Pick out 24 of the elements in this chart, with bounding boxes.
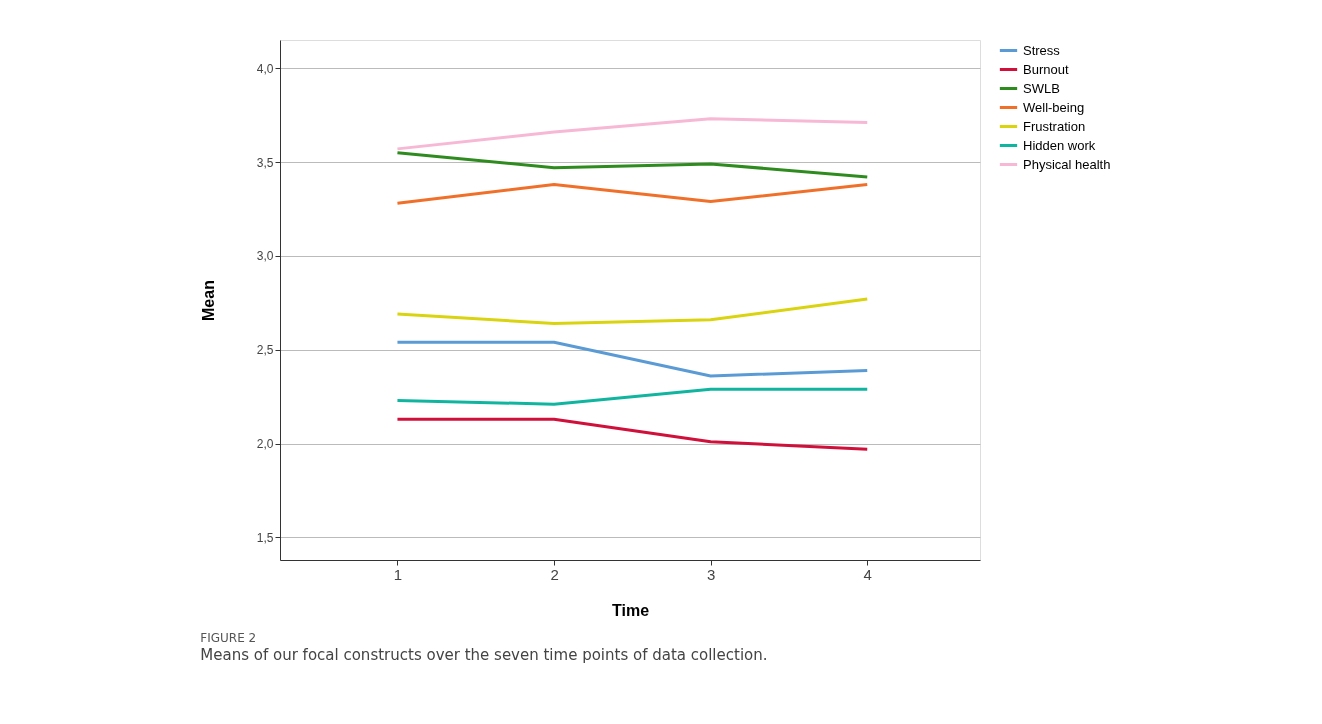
legend-label: Physical health	[1023, 156, 1111, 172]
line-series	[395, 117, 869, 151]
x-axis-title: Time	[611, 601, 650, 619]
y-tick-label: 3,0	[256, 249, 274, 264]
legend-label: Frustration	[1023, 118, 1086, 134]
legend-label: SWLB	[1023, 80, 1060, 96]
x-tick-label: 3	[706, 565, 716, 583]
line-series	[395, 297, 869, 325]
legend-label: Hidden work	[1023, 137, 1096, 153]
y-tick-label: 1,5	[256, 530, 274, 545]
y-tick-label: 4,0	[256, 61, 274, 76]
caption: FIGURE 2	[200, 631, 257, 645]
legend-label: Burnout	[1023, 61, 1069, 77]
legend-label: Well-being	[1023, 99, 1085, 115]
text: Means of our focal constructs over the seven time points of data collection.	[200, 646, 768, 664]
x-tick-label: 4	[863, 565, 872, 583]
x-tick-label: 1	[393, 565, 403, 583]
y-tick-label: 3,5	[256, 155, 274, 170]
legend-label: Stress	[1023, 42, 1061, 58]
y-tick-label: 2,0	[256, 437, 274, 452]
x-tick-label: 2	[550, 565, 559, 583]
line-series	[395, 151, 869, 179]
y-tick-label: 2,5	[256, 343, 274, 358]
y-axis-title: Mean	[199, 280, 217, 321]
